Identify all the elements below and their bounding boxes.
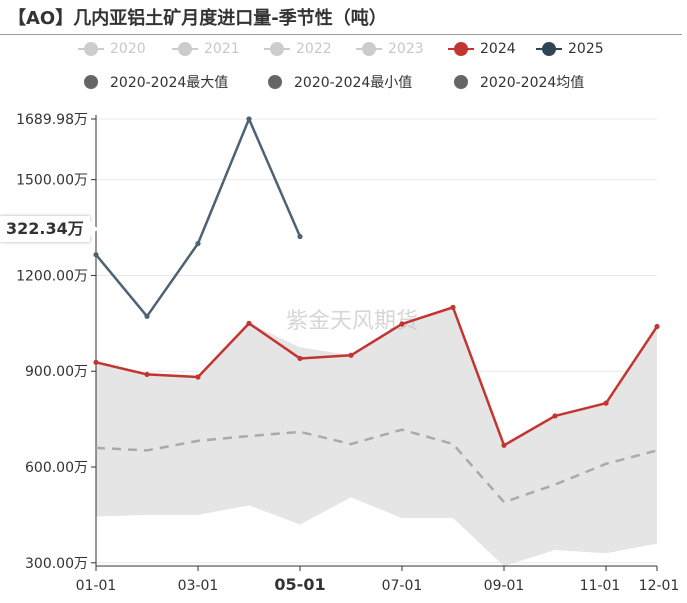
y-tick-label: 1689.98万	[16, 112, 88, 128]
legend-item-2023[interactable]: 2023	[356, 41, 424, 57]
series-point-2025	[93, 252, 99, 258]
series-point-2025	[297, 233, 303, 240]
legend-symbol-2022-icon	[264, 42, 290, 56]
y-tick-label: 900.00万	[25, 364, 88, 380]
legend-symbol-mean-icon	[448, 75, 474, 89]
legend-item-mean[interactable]: 2020-2024均值	[448, 72, 584, 92]
legend-item-2022[interactable]: 2022	[264, 41, 332, 57]
series-line-2020-2024均值	[95, 428, 658, 504]
series-point-2024	[603, 400, 609, 406]
series-point-2024	[552, 413, 558, 419]
series-point-2024	[501, 442, 507, 448]
series-point-2024	[144, 371, 150, 378]
y-tick-label: 600.00万	[25, 460, 88, 476]
series-line-2024	[95, 306, 659, 447]
y-tick-label: 1200.00万	[16, 268, 88, 284]
series-point-2024	[246, 320, 252, 326]
chart-title: 【AO】几内亚铝土矿月度进口量-季节性（吨）	[8, 8, 387, 29]
series-point-2024	[195, 374, 201, 380]
legend-label: 2021	[204, 41, 240, 57]
x-tick-label: 05-01	[274, 575, 325, 594]
legend-symbol-max-icon	[78, 75, 104, 89]
legend-label: 2023	[388, 41, 424, 57]
legend-item-max[interactable]: 2020-2024最大值	[78, 72, 228, 92]
legend-symbol-2021-icon	[172, 42, 198, 56]
legend-symbol-min-icon	[262, 75, 288, 89]
legend-symbol-2023-icon	[356, 42, 382, 56]
y-tick-label: 300.00万	[25, 556, 88, 572]
series-point-2025	[195, 240, 201, 247]
series-point-2024	[297, 355, 303, 362]
legend: 2020 2021 2022 2023 2024 2025 2020-2024最…	[0, 36, 687, 100]
series-line-2025	[95, 117, 302, 318]
y-tick-label: 1500.00万	[16, 173, 88, 189]
series-point-2024	[450, 304, 456, 310]
x-tick-label: 01-01	[76, 578, 117, 594]
series-point-2024	[348, 352, 354, 358]
legend-label: 2020-2024均值	[480, 75, 585, 91]
legend-label: 2022	[296, 41, 332, 57]
legend-symbol-2020-icon	[78, 42, 104, 56]
legend-label: 2025	[568, 41, 604, 57]
legend-label: 2020	[110, 41, 146, 57]
legend-label: 2020-2024最小值	[294, 75, 413, 91]
legend-label: 2020-2024最大值	[110, 75, 229, 91]
series-point-2024	[399, 321, 405, 327]
legend-symbol-2024-icon	[448, 42, 474, 56]
series-point-2024	[654, 323, 660, 330]
legend-item-2021[interactable]: 2021	[172, 41, 240, 57]
legend-item-2025[interactable]: 2025	[536, 41, 604, 57]
x-tick-label: 03-01	[178, 578, 219, 594]
legend-item-2020[interactable]: 2020	[78, 41, 146, 57]
legend-symbol-2025-icon	[536, 42, 562, 56]
series-point-2025	[246, 116, 252, 122]
legend-label: 2024	[480, 41, 516, 57]
x-tick-label: 09-01	[484, 578, 525, 594]
x-tick-label: 12-01	[639, 578, 680, 594]
series-point-2024	[93, 359, 99, 365]
x-tick-label: 11-01	[580, 578, 621, 594]
axis-pointer-label: 322.34万	[0, 216, 98, 242]
legend-item-2024[interactable]: 2024	[448, 41, 516, 57]
legend-item-min[interactable]: 2020-2024最小值	[262, 72, 412, 92]
x-tick-label: 07-01	[382, 578, 423, 594]
min-max-band	[96, 307, 657, 566]
series-point-2025	[144, 313, 150, 319]
title-divider	[0, 34, 682, 35]
watermark: 紫金天风期货	[286, 309, 418, 334]
